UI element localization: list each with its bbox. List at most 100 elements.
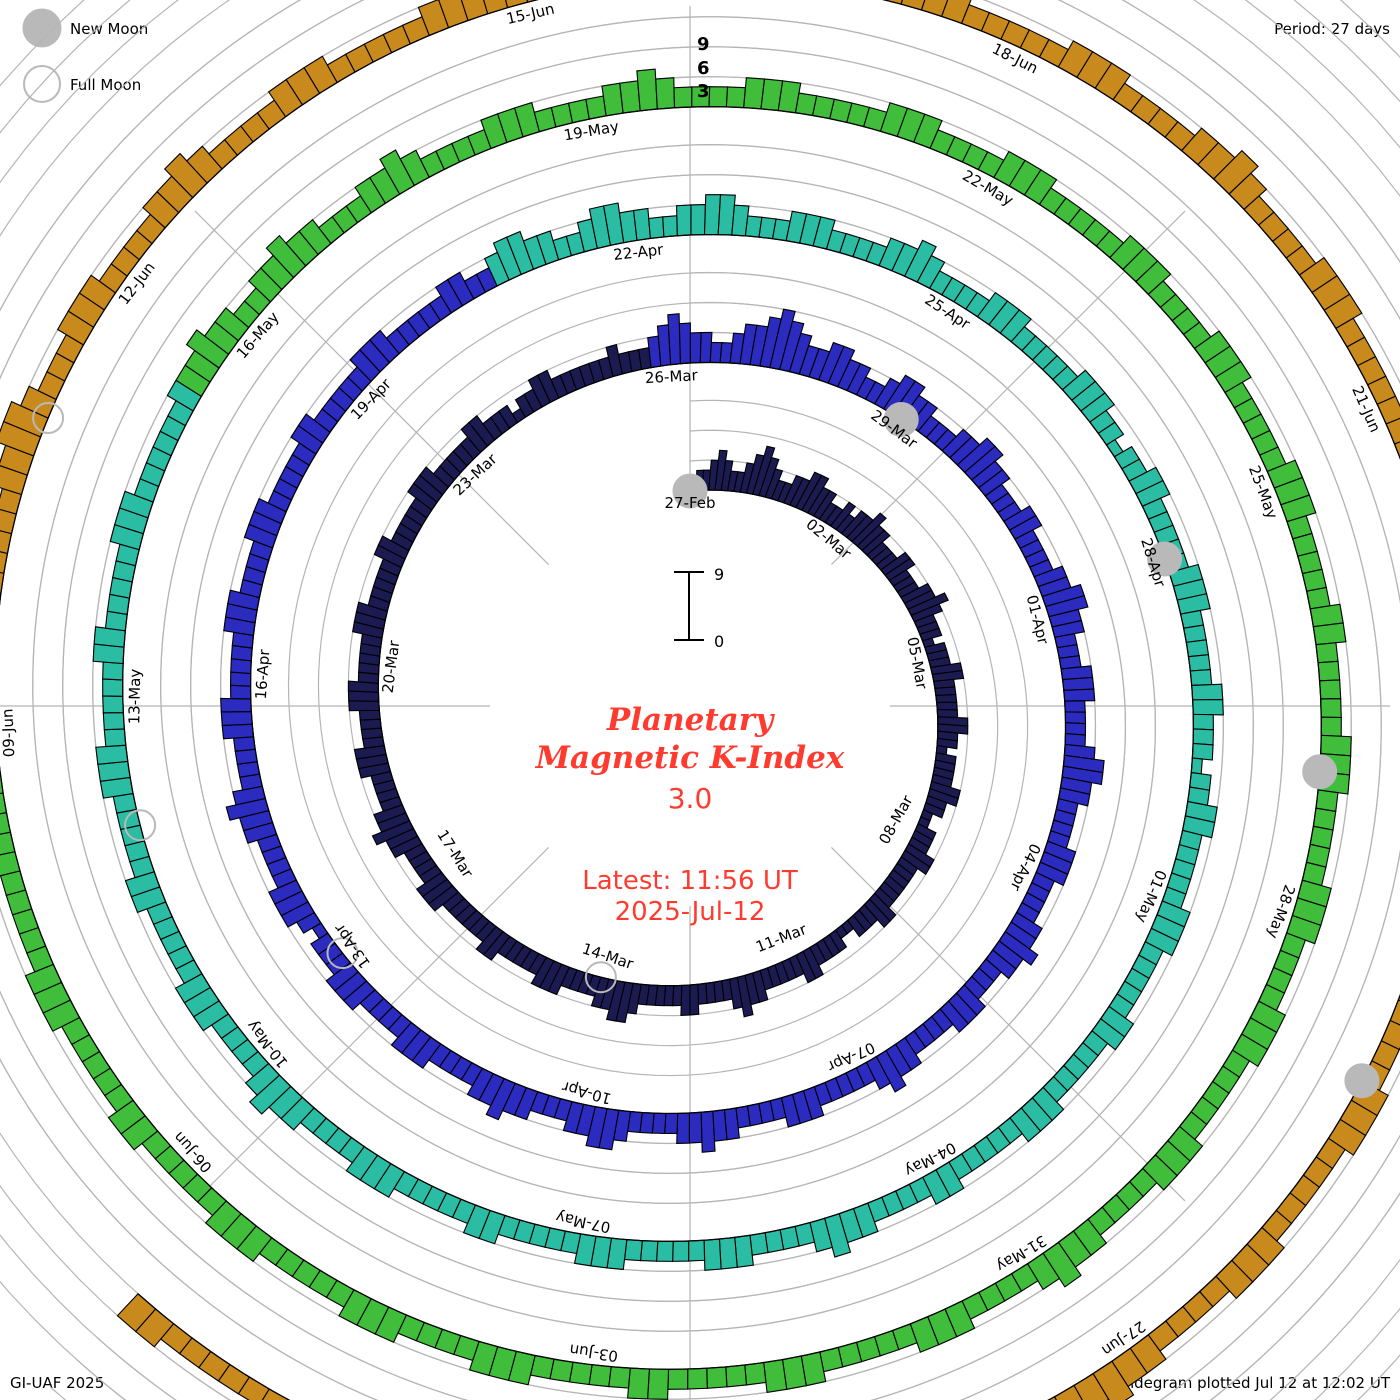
kp-bar — [234, 748, 258, 765]
kp-bar — [749, 1232, 769, 1256]
kp-bar — [1191, 742, 1214, 761]
kp-bar — [1192, 713, 1214, 731]
kp-bar — [667, 1368, 689, 1390]
kp-bar — [936, 701, 958, 711]
kp-bar — [1185, 639, 1210, 658]
current-value: 3.0 — [668, 782, 713, 815]
kp-bar — [619, 80, 641, 114]
kp-bar — [102, 661, 124, 681]
kp-bar — [718, 1236, 738, 1270]
full-moon-marker — [124, 809, 157, 842]
scale-bar: 9 0 — [674, 565, 724, 651]
footer-plotted: Condegram plotted Jul 12 at 12:02 UT — [1105, 1374, 1391, 1392]
date-label-03-jun: 03-Jun — [568, 1340, 619, 1365]
kp-bar — [1315, 642, 1339, 664]
radial-tick-3: 3 — [697, 81, 710, 102]
full-moon-marker — [584, 961, 617, 994]
kp-bar — [1317, 660, 1341, 682]
kp-bar — [1064, 711, 1087, 725]
kp-bar — [633, 207, 651, 241]
kp-bar — [1312, 622, 1347, 646]
kp-bar — [102, 678, 124, 697]
period-text: Period: 27 days — [1274, 20, 1390, 38]
kp-bar — [687, 1367, 708, 1390]
legend-new-moon-label: New Moon — [70, 20, 148, 38]
kp-bar — [1320, 734, 1352, 757]
kp-bar — [639, 1240, 659, 1262]
kp-bar — [734, 1234, 754, 1268]
kp-bar — [676, 204, 692, 237]
new-moon-marker — [1302, 754, 1338, 790]
date-label-26-mar: 26-Mar — [644, 366, 699, 387]
kp-bar — [655, 1240, 674, 1262]
kp-bar — [763, 1358, 788, 1394]
kp-bar — [706, 1366, 728, 1389]
kp-bar — [676, 1112, 690, 1144]
kp-bar — [690, 204, 707, 236]
kp-bar — [648, 216, 665, 240]
kp-bar — [662, 215, 678, 238]
kp-bar — [229, 671, 252, 687]
kp-bar — [1187, 654, 1211, 672]
latest-date: 2025-Jul-12 — [615, 897, 766, 927]
new-moon-icon — [22, 8, 62, 48]
new-moon-marker — [1344, 1063, 1380, 1099]
kp-bar — [655, 77, 676, 110]
grid-spoke-7 — [194, 210, 550, 566]
kp-bar — [585, 95, 607, 120]
scale-top-label: 9 — [714, 565, 724, 584]
chart-title-line2: Magnetic K-Index — [535, 740, 845, 776]
kp-bar — [1189, 669, 1213, 686]
kp-bar — [708, 86, 729, 108]
legend-full-moon-label: Full Moon — [70, 76, 141, 94]
kp-bar — [1064, 722, 1087, 736]
kp-bar — [221, 723, 255, 740]
kp-bar — [673, 86, 693, 109]
full-moon-marker — [326, 937, 359, 970]
kp-bar — [725, 86, 747, 109]
kp-bar — [1064, 700, 1086, 713]
date-label-09-jun: 09-Jun — [0, 708, 18, 757]
full-moon-icon — [23, 65, 61, 103]
kp-bar — [1319, 679, 1342, 700]
kp-bar — [636, 68, 658, 112]
kp-bar — [678, 322, 691, 365]
kp-bar — [220, 711, 253, 726]
kp-bar — [1062, 676, 1095, 691]
kp-bar — [700, 1110, 716, 1153]
kp-bar — [358, 709, 381, 721]
kp-bar — [689, 331, 702, 364]
new-moon-marker — [1147, 541, 1183, 577]
kp-bar — [1191, 683, 1224, 701]
date-label-27-feb: 27-Feb — [664, 494, 715, 512]
new-moon-marker — [883, 402, 919, 437]
kp-bar — [348, 700, 380, 712]
kp-bar — [1192, 698, 1224, 716]
kp-bar — [102, 712, 125, 731]
kp-bar — [689, 983, 700, 1016]
radial-tick-9: 9 — [697, 34, 710, 55]
kp-bar — [697, 982, 708, 1005]
kp-bar — [1190, 757, 1203, 775]
chart-title-line1: Planetary — [606, 702, 775, 738]
full-moon-marker — [32, 402, 65, 434]
kp-bar — [688, 1111, 703, 1144]
date-label-16-apr: 16-Apr — [252, 648, 274, 700]
kp-bar — [672, 1240, 690, 1262]
kp-bar — [103, 728, 127, 748]
date-label-20-mar: 20-Mar — [379, 639, 404, 695]
kp-bar — [1063, 688, 1096, 702]
kp-bar — [680, 984, 691, 1017]
kp-bar — [688, 1239, 706, 1262]
kp-bar — [667, 313, 682, 366]
kp-bar — [646, 1368, 670, 1400]
kp-bar — [664, 1112, 679, 1135]
